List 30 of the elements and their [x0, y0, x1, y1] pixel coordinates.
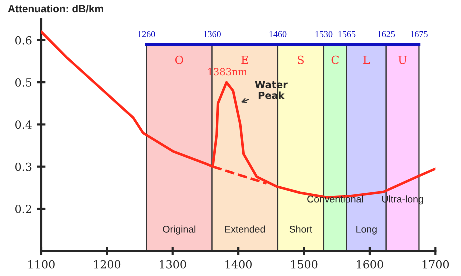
x2-tick-label: 1565 — [338, 31, 356, 38]
x-tick-label: 1400 — [226, 260, 252, 269]
band-label: E — [242, 56, 248, 64]
annotation: Original — [163, 226, 196, 235]
annotation: Short — [290, 226, 313, 233]
x2-tick-label: 1460 — [270, 31, 287, 38]
x-tick-label: 1700 — [422, 260, 450, 269]
x2-tick-label: 1260 — [138, 31, 156, 38]
x2-tick-label: 1360 — [204, 31, 221, 38]
x-tick-label: 1500 — [291, 260, 318, 269]
band-label: S — [298, 56, 304, 64]
y-tick-label: 0.5 — [16, 78, 32, 87]
band-label: C — [332, 56, 340, 64]
x2-tick-label: 1675 — [410, 31, 428, 38]
x-tick-label: 1300 — [160, 260, 186, 269]
y-tick-label: 0.6 — [16, 36, 32, 45]
x-tick-label: 1200 — [94, 260, 121, 269]
annotation: Long — [356, 226, 377, 235]
annotation: Extended — [225, 226, 266, 233]
x2-tick-label: 1625 — [378, 31, 396, 38]
x2-tick-label: 1530 — [316, 31, 333, 38]
y-tick-label: 0.3 — [16, 162, 32, 172]
y-axis-title: Attenuation: dB/km — [8, 4, 104, 13]
y-tick-label: 0.2 — [16, 204, 32, 214]
x-tick-label: 1100 — [28, 260, 55, 269]
y-tick-label: 0.4 — [16, 120, 32, 130]
band-label: U — [398, 56, 407, 64]
x-tick-label: 1600 — [357, 260, 384, 269]
band-label: L — [364, 56, 370, 64]
band-label: O — [176, 56, 184, 64]
